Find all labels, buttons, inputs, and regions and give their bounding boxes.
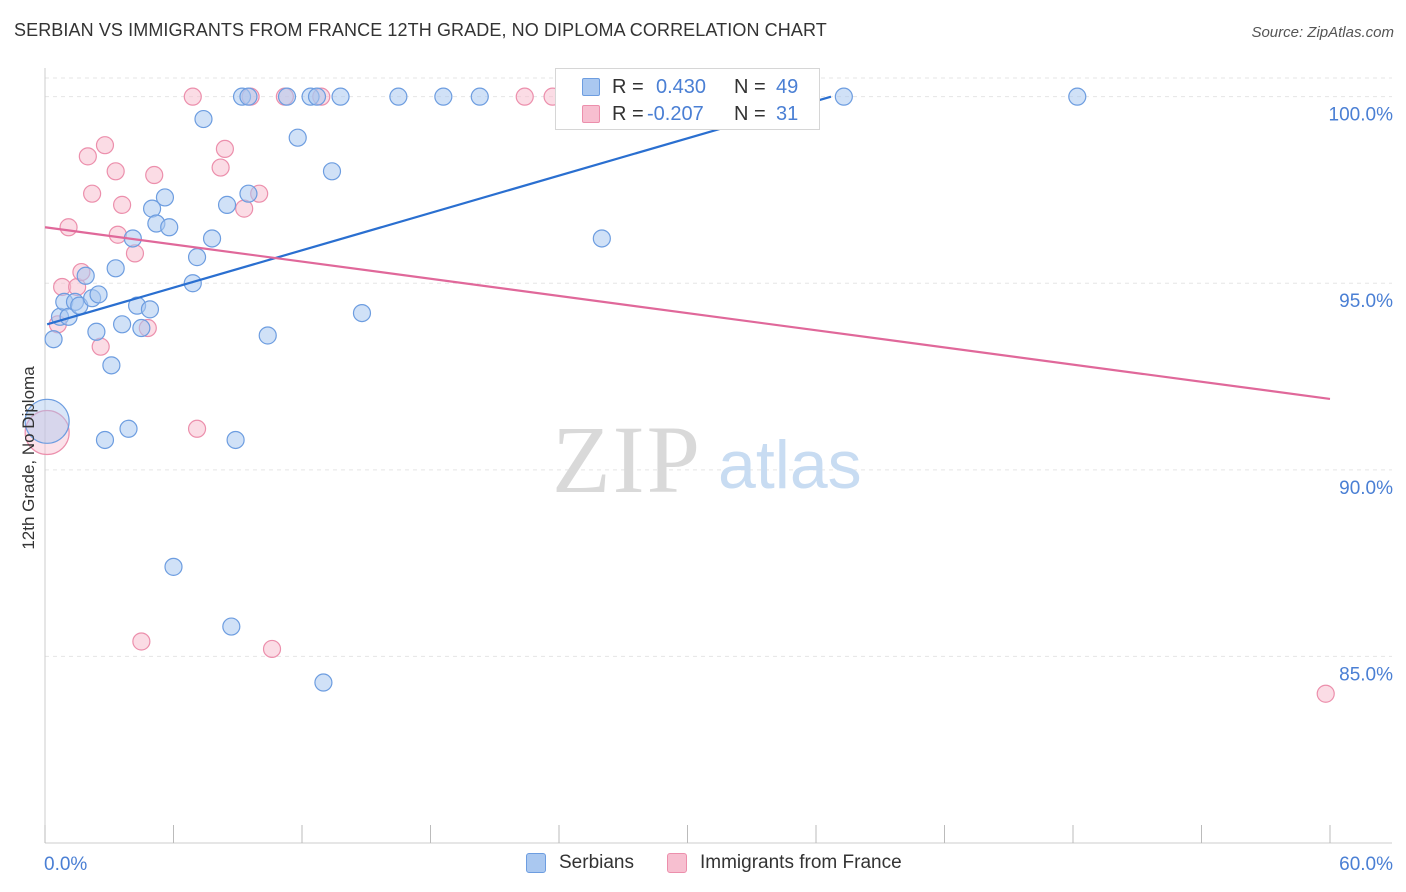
serbians-point [239, 184, 258, 203]
serbians-point [258, 326, 277, 345]
france-r-label: R = [612, 103, 644, 125]
y-tick-label: 90.0% [1339, 478, 1393, 499]
serbians-point [352, 303, 372, 323]
serbians-point [194, 109, 213, 129]
serbians-r-label: R = [612, 76, 644, 98]
france-point [108, 225, 127, 244]
serbians-point [89, 285, 108, 304]
france-point [83, 184, 102, 203]
serbians-point [187, 248, 207, 267]
serbians-point [87, 322, 106, 341]
watermark-atlas: atlas [718, 427, 862, 503]
gridlines [45, 77, 1392, 657]
serbians-point [331, 87, 350, 106]
serbians-legend-swatch [526, 853, 546, 873]
serbians-n-label: N = [734, 76, 766, 98]
y-tick-label: 95.0% [1339, 291, 1393, 312]
serbians-point [389, 87, 408, 106]
serbians-point [183, 274, 202, 293]
serbians-point [164, 557, 183, 576]
tick-labels: 85.0% 90.0% 95.0% 100.0% 0.0% 60.0% [44, 105, 1393, 875]
x-tick-label-min: 0.0% [44, 854, 87, 875]
france-point [95, 136, 115, 155]
france-point [262, 639, 282, 659]
france-point [235, 199, 254, 218]
france-legend-swatch [667, 853, 687, 873]
serbians-n-value: 49 [776, 76, 799, 98]
serbians-point [44, 330, 63, 349]
serbians-trendline [46, 95, 832, 326]
serbians-point [106, 259, 125, 278]
france-point [91, 337, 110, 356]
serbians-point [155, 188, 175, 207]
serbians-point [1068, 87, 1087, 106]
france-point [515, 87, 534, 106]
y-tick-label: 85.0% [1339, 664, 1393, 685]
france-point [183, 87, 202, 106]
serbians-point [314, 673, 333, 692]
france-point [59, 218, 78, 237]
france-point [145, 165, 164, 185]
stats-legend: R = 0.430 N = 49 R = -0.207 N = 31 [555, 68, 820, 130]
france-r-value: -0.207 [647, 103, 704, 125]
france-point [112, 195, 132, 214]
france-swatch [582, 105, 600, 123]
serbians-point [226, 430, 245, 450]
serbians-point [592, 229, 611, 248]
serbians-r-value: 0.430 [656, 76, 707, 98]
serbians-point [140, 300, 160, 319]
x-tick-label-max: 60.0% [1339, 854, 1393, 875]
france-point [132, 632, 151, 651]
legend-row-serbians: R = 0.430 N = 49 [556, 74, 819, 100]
serbians-point [102, 356, 121, 375]
serbians-point [160, 218, 179, 237]
trendlines [44, 95, 1331, 401]
france-point [24, 409, 70, 456]
serbians-point [239, 87, 258, 106]
y-axis-label: 12th Grade, No Diploma [19, 366, 38, 550]
serbians-point [222, 617, 241, 636]
legend-row-france: R = -0.207 N = 31 [556, 101, 819, 127]
watermark-zip: ZIP [552, 406, 702, 513]
serbians-point [434, 87, 453, 106]
france-point [215, 139, 234, 159]
chart-title: SERBIAN VS IMMIGRANTS FROM FRANCE 12TH G… [14, 20, 827, 40]
y-tick-label: 100.0% [1329, 105, 1394, 126]
serbians-point [132, 318, 151, 338]
serbians-point [322, 162, 342, 181]
serbians-point [307, 87, 327, 106]
france-n-value: 31 [776, 103, 799, 125]
serbians-point [202, 229, 222, 248]
watermark: ZIP atlas [552, 406, 862, 513]
series-serbians-points [24, 87, 1087, 692]
france-legend-label: Immigrants from France [700, 852, 902, 873]
serbians-point [470, 87, 489, 106]
series-france-points [24, 87, 1335, 703]
serbians-point [95, 430, 115, 450]
serbians-swatch [582, 78, 600, 96]
axes [44, 68, 1392, 844]
france-point [125, 244, 145, 263]
serbians-legend-label: Serbians [559, 852, 634, 873]
serbians-point [119, 419, 138, 438]
serbians-point [112, 315, 132, 334]
source-label: Source: ZipAtlas.com [1251, 24, 1394, 41]
france-point [187, 419, 207, 438]
serbians-point [277, 87, 297, 106]
france-n-label: N = [734, 103, 766, 125]
france-point [106, 162, 125, 181]
france-point [78, 147, 97, 166]
serbians-point [834, 87, 853, 106]
serbians-point [76, 266, 95, 285]
serbians-point [217, 195, 237, 214]
serbians-point [288, 128, 307, 147]
serbians-point [24, 398, 70, 444]
france-point [211, 158, 230, 177]
france-trendline [44, 226, 1331, 401]
france-point [1316, 684, 1335, 703]
